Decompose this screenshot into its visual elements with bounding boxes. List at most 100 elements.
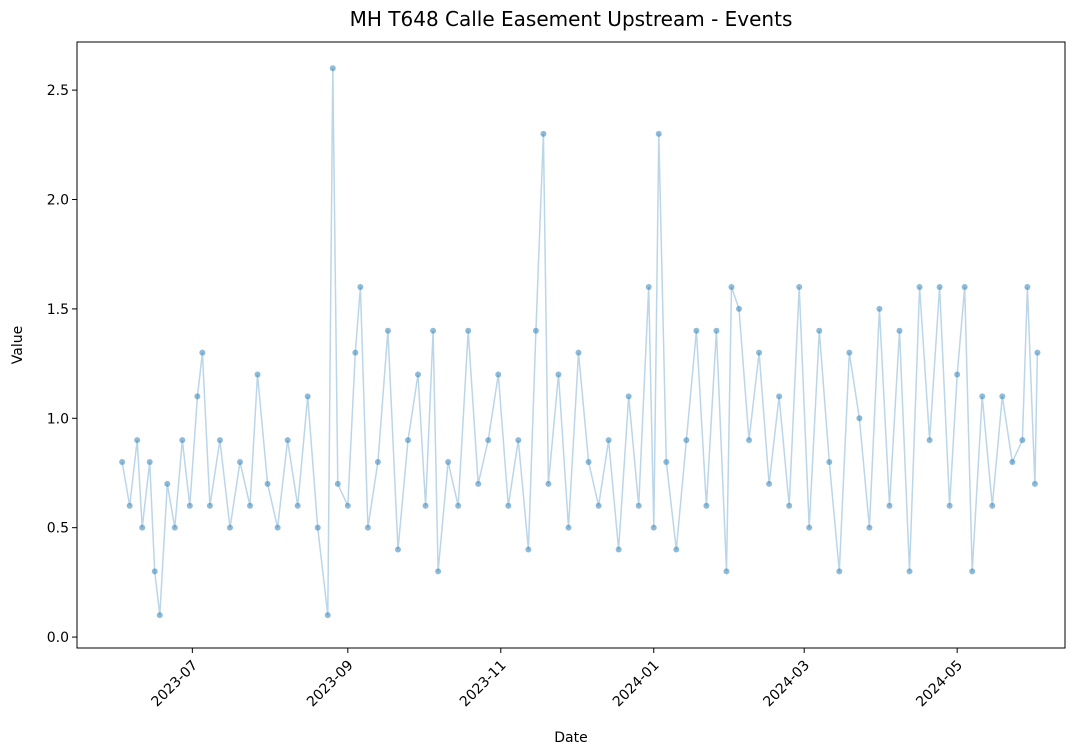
- data-point: [151, 568, 158, 575]
- y-axis-label: Value: [10, 326, 26, 364]
- data-point: [254, 371, 261, 378]
- data-point: [216, 437, 223, 444]
- x-tick-label: 2024-03: [760, 658, 813, 711]
- data-point: [635, 502, 642, 509]
- data-point: [806, 524, 813, 531]
- data-point: [505, 502, 512, 509]
- y-tick-label: 0.5: [47, 521, 69, 537]
- data-point: [683, 437, 690, 444]
- data-point: [394, 546, 401, 553]
- data-point: [979, 393, 986, 400]
- data-point: [896, 327, 903, 334]
- data-point: [545, 480, 552, 487]
- data-point: [324, 612, 331, 619]
- data-point: [625, 393, 632, 400]
- data-point: [856, 415, 863, 422]
- data-point: [314, 524, 321, 531]
- data-point: [156, 612, 163, 619]
- x-tick-label: 2024-05: [913, 658, 966, 711]
- data-point: [961, 284, 968, 291]
- data-point: [693, 327, 700, 334]
- data-point: [826, 459, 833, 466]
- data-point: [703, 502, 710, 509]
- chart-title: MH T648 Calle Easement Upstream - Events: [350, 7, 793, 31]
- data-point: [374, 459, 381, 466]
- data-point: [906, 568, 913, 575]
- data-point: [179, 437, 186, 444]
- data-point: [199, 349, 206, 356]
- data-point: [294, 502, 301, 509]
- data-point: [1034, 349, 1041, 356]
- data-point: [1024, 284, 1031, 291]
- y-tick-label: 2.0: [47, 193, 69, 209]
- data-point: [422, 502, 429, 509]
- data-point: [206, 502, 213, 509]
- data-point: [766, 480, 773, 487]
- data-point: [1019, 437, 1026, 444]
- x-tick-label: 2024-01: [610, 658, 663, 711]
- x-tick-label: 2023-07: [148, 658, 201, 711]
- data-point: [946, 502, 953, 509]
- data-point: [247, 502, 254, 509]
- data-point: [357, 284, 364, 291]
- data-point: [139, 524, 146, 531]
- data-point: [723, 568, 730, 575]
- data-point: [384, 327, 391, 334]
- data-point: [776, 393, 783, 400]
- data-point: [886, 502, 893, 509]
- data-point: [1031, 480, 1038, 487]
- data-point: [264, 480, 271, 487]
- data-point: [746, 437, 753, 444]
- data-point: [989, 502, 996, 509]
- y-tick-label: 1.5: [47, 302, 69, 318]
- data-point: [164, 480, 171, 487]
- data-point: [916, 284, 923, 291]
- data-point: [134, 437, 141, 444]
- x-tick-label: 2023-11: [457, 658, 510, 711]
- data-point: [713, 327, 720, 334]
- data-point: [525, 546, 532, 553]
- data-point: [236, 459, 243, 466]
- data-point: [954, 371, 961, 378]
- data-point: [334, 480, 341, 487]
- data-point: [555, 371, 562, 378]
- data-point: [650, 524, 657, 531]
- data-point: [475, 480, 482, 487]
- data-point: [756, 349, 763, 356]
- data-point: [728, 284, 735, 291]
- data-point: [836, 568, 843, 575]
- data-point: [126, 502, 133, 509]
- data-point: [435, 568, 442, 575]
- series-line: [121, 68, 1039, 616]
- data-point: [445, 459, 452, 466]
- x-axis-label: Date: [554, 730, 587, 746]
- data-point: [352, 349, 359, 356]
- data-point: [532, 327, 539, 334]
- data-point: [495, 371, 502, 378]
- data-point: [595, 502, 602, 509]
- data-point: [344, 502, 351, 509]
- data-point: [485, 437, 492, 444]
- data-point: [226, 524, 233, 531]
- y-tick-label: 2.5: [47, 83, 69, 99]
- data-point: [171, 524, 178, 531]
- data-point: [655, 130, 662, 137]
- data-point: [565, 524, 572, 531]
- data-point: [816, 327, 823, 334]
- data-point: [936, 284, 943, 291]
- plot-frame: [76, 41, 1066, 649]
- data-point: [465, 327, 472, 334]
- data-point: [876, 305, 883, 312]
- data-point: [846, 349, 853, 356]
- data-point: [663, 459, 670, 466]
- data-point: [364, 524, 371, 531]
- data-point: [786, 502, 793, 509]
- data-point: [796, 284, 803, 291]
- data-point: [645, 284, 652, 291]
- data-point: [455, 502, 462, 509]
- data-point: [999, 393, 1006, 400]
- y-tick-label: 0.0: [47, 630, 69, 646]
- data-point: [146, 459, 153, 466]
- data-point: [736, 305, 743, 312]
